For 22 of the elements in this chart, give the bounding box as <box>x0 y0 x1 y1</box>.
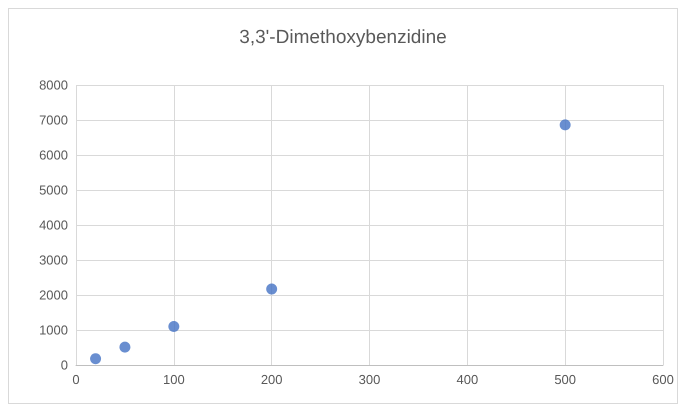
y-tick-label: 2000 <box>39 288 68 302</box>
y-tick-label: 3000 <box>39 252 68 268</box>
point <box>560 119 571 130</box>
y-tick-label: 4000 <box>39 218 68 232</box>
x-tick-label: 200 <box>260 372 283 387</box>
point <box>168 321 180 332</box>
y-tick-label: 7000 <box>39 112 68 128</box>
x-tick-label: 300 <box>358 372 380 387</box>
x-tick-label: 0 <box>72 372 80 387</box>
x-tick-label: 500 <box>554 372 576 387</box>
point <box>119 342 130 353</box>
x-tick-label: 100 <box>162 372 185 387</box>
x-tick-label: 400 <box>456 372 478 387</box>
y-tick-label: 6000 <box>39 148 68 162</box>
chart-title: 3,3'-Dimethoxybenzidine <box>239 27 447 48</box>
y-tick-label: 5000 <box>39 182 68 198</box>
x-tick-label: 600 <box>652 372 674 387</box>
y-tick-label: 1000 <box>39 322 68 338</box>
y-tick-label: 8000 <box>39 78 68 92</box>
point <box>90 353 102 364</box>
y-tick-label: 0 <box>60 358 68 372</box>
point <box>266 284 278 295</box>
